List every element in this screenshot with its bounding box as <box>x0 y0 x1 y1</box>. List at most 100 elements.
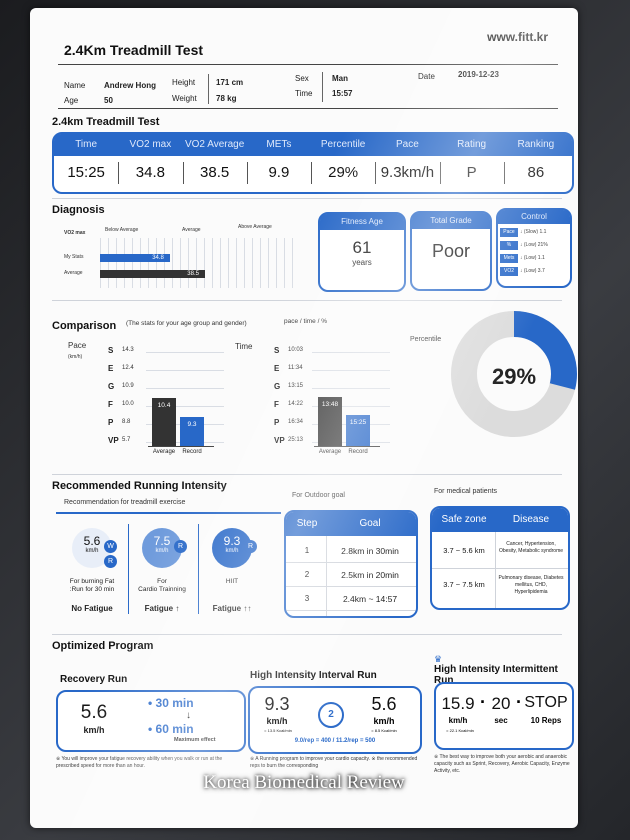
gridline <box>312 388 390 389</box>
test-value-cell: 86 <box>527 164 545 181</box>
gridline <box>146 388 224 389</box>
bubble-fatigue: Fatigue ↑ <box>144 604 180 613</box>
test-value-cell: 9.3km/h <box>380 164 435 181</box>
grade-threshold: 10.0 <box>122 401 134 407</box>
divider <box>503 162 505 184</box>
bubble-fatigue: Fatigue ↑↑ <box>212 604 252 613</box>
comparison-bar-value: 10.4 <box>157 402 171 409</box>
divider <box>246 162 248 184</box>
grade-threshold: 25:13 <box>288 437 304 443</box>
total-grade-card: Total Grade Poor <box>410 211 492 291</box>
total-grade-title: Total Grade <box>412 213 490 229</box>
hiit-speed1: 9.3 <box>264 694 290 714</box>
bar-axis-label: Record <box>182 449 202 455</box>
divider <box>118 162 120 184</box>
comparison-subtitle: (The stats for your age group and gender… <box>126 320 247 327</box>
control-value: ↓ (Low) 1.1 <box>520 255 545 261</box>
safe-zone: 3.7 ~ 7.5 km <box>443 580 485 589</box>
divider <box>375 162 377 184</box>
gridline <box>146 406 224 407</box>
comparison-bar-value: 13:48 <box>321 400 339 408</box>
report-sheet: 2.4Km Treadmill Test www.fitt.kr Name An… <box>30 8 578 828</box>
percentile-donut: 29% <box>451 311 577 437</box>
bar-axis-label: Average <box>152 449 176 455</box>
axis-line <box>148 446 214 447</box>
recovery-arrow: ↓ <box>186 710 191 721</box>
control-card: Control Pace ↓ (Slow) 1.1% ↓ (Low) 21% Mets… <box>496 208 572 288</box>
grade-letter: VP <box>274 436 285 445</box>
hiit-title: High Intensity Interval Run <box>250 670 377 681</box>
crown-icon: ♛ <box>434 654 443 664</box>
control-key: Pace <box>500 228 518 237</box>
test-results-panel: Time 15:25 VO2 max 34.8 VO2 Average 38.5 METs 9… <box>52 132 574 194</box>
hiit-int-reps: 10 Reps <box>530 716 562 725</box>
hiit-int-kcal: = 22.1 Kcal/min <box>446 728 474 733</box>
bubble-unit: km/h <box>85 548 99 554</box>
bar-axis-label: Record <box>348 449 368 455</box>
control-value: ↓ (Low) 3.7 <box>520 268 545 274</box>
bubble-unit: km/h <box>155 548 169 554</box>
recovery-title: Recovery Run <box>60 674 128 685</box>
divider <box>322 72 323 102</box>
hiit-int-card: 15.9 km/h = 22.1 Kcal/min · 20 sec · STO… <box>434 682 574 750</box>
divider <box>198 524 199 614</box>
hiit-int-title: High Intensity Intermittent Run <box>434 664 558 686</box>
disease-header-row <box>432 508 568 532</box>
control-value: ↓ (Slow) 1.1 <box>520 229 547 235</box>
test-header-cell: Time <box>75 139 98 150</box>
pace-label: Pace <box>68 341 87 350</box>
test-header-cell: Pace <box>395 139 419 150</box>
hiit-int-seconds: 20 <box>491 694 511 713</box>
hiit-cycle: 2 <box>328 709 334 720</box>
intensity-title: Recommended Running Intensity <box>52 480 227 492</box>
fitness-age-title: Fitness Age <box>320 214 404 230</box>
hiit-unit2: km/h <box>373 716 395 726</box>
grade-letter: P <box>108 418 114 427</box>
bubble-speed: 7.5 <box>153 534 171 548</box>
bubble-description: For Cardio Trainning <box>138 578 186 593</box>
divider <box>182 162 184 184</box>
recovery-unit: km/h <box>83 725 105 735</box>
grade-letter: S <box>274 346 280 355</box>
hiit-int-speed: 15.9 <box>441 694 475 713</box>
bar-axis-label: Average <box>318 449 342 455</box>
comparison-bar-average <box>152 398 176 446</box>
test-section-title: 2.4km Treadmill Test <box>52 116 160 128</box>
test-header-cell: VO2 max <box>129 139 172 150</box>
goal-step: 1 <box>304 546 310 555</box>
separator-dot: · <box>480 692 486 712</box>
recovery-note: ※ You will improve your fatigue recovery… <box>56 756 223 769</box>
hiit-formula: 9.0/rep = 400 / 11.2/rep = 500 <box>294 738 376 744</box>
website-url[interactable]: www.fitt.kr <box>487 30 548 44</box>
test-header-cell: Percentile <box>320 139 366 150</box>
diag-col-label: VO2 max <box>64 230 86 236</box>
hiit-int-stop: STOP <box>524 694 568 711</box>
grade-letter: G <box>274 382 281 391</box>
grade-letter: E <box>274 364 280 373</box>
diagnosis-title: Diagnosis <box>52 204 105 216</box>
grade-threshold: 5.7 <box>122 437 131 443</box>
fitness-age-card: Fitness Age 61 years <box>318 212 406 292</box>
age-value: 50 <box>104 96 113 105</box>
bubble-tag: R <box>174 540 187 553</box>
divider <box>286 586 416 587</box>
recovery-min1: • 30 min <box>148 696 194 710</box>
divider <box>58 108 558 109</box>
comparison-bar-average <box>318 396 342 446</box>
weight-label: Weight <box>172 94 197 103</box>
pace-unit: (km/h) <box>68 354 83 360</box>
gridline <box>312 352 390 353</box>
treadmill-subtitle: Recommendation for treadmill exercise <box>64 499 186 506</box>
cycle-icon: 2 <box>318 702 344 728</box>
test-header-cell: Rating <box>457 139 487 150</box>
divider <box>52 198 562 199</box>
goal-header-goal: Goal <box>359 518 381 529</box>
divider <box>128 524 129 614</box>
time-label: Time <box>295 89 313 98</box>
divider <box>286 610 416 611</box>
grade-threshold: 12.4 <box>122 365 134 371</box>
divider <box>52 300 562 301</box>
divider <box>311 162 312 184</box>
grade-letter: P <box>274 418 280 427</box>
disease-header-zone: Safe zone <box>441 514 487 525</box>
